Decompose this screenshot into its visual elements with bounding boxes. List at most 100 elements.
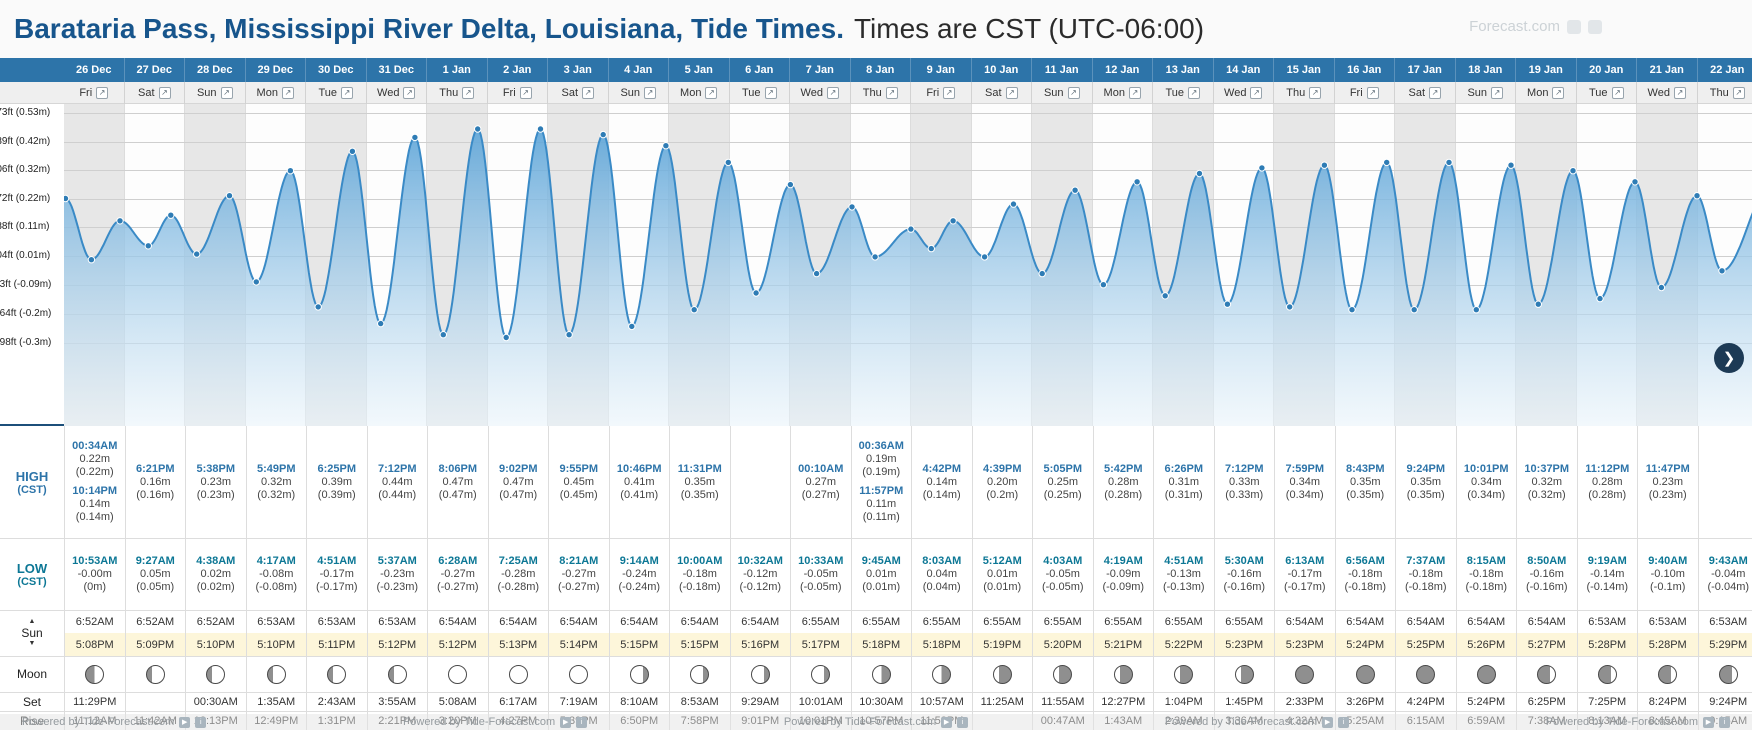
date-header-9[interactable]: 4 Jan <box>609 58 669 82</box>
footer-powered-by-link[interactable]: Powered by Tide-Forecast.com ▶ i <box>402 716 588 728</box>
date-header-21[interactable]: 16 Jan <box>1335 58 1395 82</box>
date-header-24[interactable]: 19 Jan <box>1516 58 1577 82</box>
footer-powered-by-text[interactable]: Powered by Tide-Forecast.com <box>1164 716 1318 728</box>
date-header-3[interactable]: 29 Dec <box>246 58 306 82</box>
date-header-14[interactable]: 9 Jan <box>911 58 972 82</box>
expand-day-icon[interactable]: ↗ <box>462 87 475 99</box>
expand-day-icon[interactable]: ↗ <box>341 87 354 99</box>
date-header-5[interactable]: 31 Dec <box>367 58 427 82</box>
footer-powered-by-link[interactable]: Powered by Tide-Forecast.com ▶ i <box>1164 716 1350 728</box>
day-header-5[interactable]: Wed ↗ <box>367 82 427 104</box>
footer-powered-by-link[interactable]: Powered by Tide-Forecast.com ▶ i <box>22 716 207 728</box>
day-header-16[interactable]: Sun ↗ <box>1032 82 1093 104</box>
video-icon[interactable]: ▶ <box>1322 716 1334 728</box>
date-header-15[interactable]: 10 Jan <box>972 58 1032 82</box>
day-header-19[interactable]: Wed ↗ <box>1214 82 1274 104</box>
date-header-12[interactable]: 7 Jan <box>790 58 851 82</box>
expand-day-icon[interactable]: ↗ <box>1366 87 1379 99</box>
day-header-7[interactable]: Fri ↗ <box>488 82 548 104</box>
day-header-14[interactable]: Fri ↗ <box>911 82 972 104</box>
expand-day-icon[interactable]: ↗ <box>644 87 657 99</box>
day-header-27[interactable]: Thu ↗ <box>1698 82 1752 104</box>
info-icon[interactable]: i <box>1338 716 1350 728</box>
expand-day-icon[interactable]: ↗ <box>885 87 898 99</box>
expand-day-icon[interactable]: ↗ <box>826 87 839 99</box>
date-header-1[interactable]: 27 Dec <box>125 58 185 82</box>
day-header-25[interactable]: Tue ↗ <box>1577 82 1637 104</box>
expand-day-icon[interactable]: ↗ <box>403 87 416 99</box>
footer-powered-by-text[interactable]: Powered by Tide-Forecast.com <box>402 716 556 728</box>
expand-day-icon[interactable]: ↗ <box>943 87 956 99</box>
footer-powered-by-link[interactable]: Powered by Tide-Forecast.com ▶ i <box>1546 716 1730 728</box>
next-days-button[interactable]: ❯ <box>1714 343 1744 373</box>
date-header-8[interactable]: 3 Jan <box>548 58 609 82</box>
date-header-10[interactable]: 5 Jan <box>669 58 730 82</box>
date-header-4[interactable]: 30 Dec <box>306 58 367 82</box>
date-header-16[interactable]: 11 Jan <box>1032 58 1093 82</box>
expand-day-icon[interactable]: ↗ <box>1673 87 1686 99</box>
expand-day-icon[interactable]: ↗ <box>764 87 777 99</box>
footer-powered-by-text[interactable]: Powered by Tide-Forecast.com <box>783 716 937 728</box>
expand-day-icon[interactable]: ↗ <box>582 87 594 99</box>
expand-day-icon[interactable]: ↗ <box>220 87 233 99</box>
info-icon[interactable]: i <box>957 716 969 728</box>
expand-day-icon[interactable]: ↗ <box>1552 87 1565 99</box>
day-header-6[interactable]: Thu ↗ <box>427 82 488 104</box>
info-icon[interactable]: i <box>195 716 207 728</box>
expand-day-icon[interactable]: ↗ <box>96 87 109 99</box>
day-header-4[interactable]: Tue ↗ <box>306 82 367 104</box>
day-header-9[interactable]: Sun ↗ <box>609 82 669 104</box>
date-header-25[interactable]: 20 Jan <box>1577 58 1637 82</box>
day-header-15[interactable]: Sat ↗ <box>972 82 1032 104</box>
expand-day-icon[interactable]: ↗ <box>1429 87 1441 99</box>
expand-day-icon[interactable]: ↗ <box>1309 87 1322 99</box>
date-header-0[interactable]: 26 Dec <box>64 58 125 82</box>
expand-day-icon[interactable]: ↗ <box>1732 87 1745 99</box>
day-header-20[interactable]: Thu ↗ <box>1274 82 1335 104</box>
date-header-23[interactable]: 18 Jan <box>1456 58 1516 82</box>
day-header-11[interactable]: Tue ↗ <box>730 82 790 104</box>
video-icon[interactable]: ▶ <box>1702 716 1714 728</box>
info-icon[interactable]: i <box>1718 716 1730 728</box>
expand-day-icon[interactable]: ↗ <box>1491 87 1504 99</box>
day-header-18[interactable]: Tue ↗ <box>1153 82 1214 104</box>
expand-day-icon[interactable]: ↗ <box>1128 87 1141 99</box>
video-icon[interactable]: ▶ <box>179 716 191 728</box>
footer-powered-by-link[interactable]: Powered by Tide-Forecast.com ▶ i <box>783 716 969 728</box>
date-header-19[interactable]: 14 Jan <box>1214 58 1274 82</box>
info-icon[interactable]: i <box>576 716 588 728</box>
date-header-22[interactable]: 17 Jan <box>1395 58 1456 82</box>
video-icon[interactable]: ▶ <box>941 716 953 728</box>
date-header-7[interactable]: 2 Jan <box>488 58 548 82</box>
footer-powered-by-text[interactable]: Powered by Tide-Forecast.com <box>1545 716 1698 728</box>
date-header-26[interactable]: 21 Jan <box>1637 58 1698 82</box>
day-header-3[interactable]: Mon ↗ <box>246 82 306 104</box>
expand-day-icon[interactable]: ↗ <box>705 87 718 99</box>
expand-day-icon[interactable]: ↗ <box>158 87 171 99</box>
expand-day-icon[interactable]: ↗ <box>519 87 532 99</box>
expand-day-icon[interactable]: ↗ <box>1250 87 1263 99</box>
date-header-13[interactable]: 8 Jan <box>851 58 911 82</box>
day-header-0[interactable]: Fri ↗ <box>64 82 125 104</box>
date-header-2[interactable]: 28 Dec <box>185 58 246 82</box>
day-header-17[interactable]: Mon ↗ <box>1093 82 1153 104</box>
date-header-17[interactable]: 12 Jan <box>1093 58 1153 82</box>
day-header-23[interactable]: Sun ↗ <box>1456 82 1516 104</box>
day-header-13[interactable]: Thu ↗ <box>851 82 911 104</box>
day-header-1[interactable]: Sat ↗ <box>125 82 185 104</box>
day-header-26[interactable]: Wed ↗ <box>1637 82 1698 104</box>
expand-day-icon[interactable]: ↗ <box>1188 87 1201 99</box>
day-header-8[interactable]: Sat ↗ <box>548 82 609 104</box>
date-header-20[interactable]: 15 Jan <box>1274 58 1335 82</box>
day-header-22[interactable]: Sat ↗ <box>1395 82 1456 104</box>
day-header-2[interactable]: Sun ↗ <box>185 82 246 104</box>
expand-day-icon[interactable]: ↗ <box>1067 87 1080 99</box>
date-header-27[interactable]: 22 Jan <box>1698 58 1752 82</box>
expand-day-icon[interactable]: ↗ <box>1005 87 1018 99</box>
day-header-24[interactable]: Mon ↗ <box>1516 82 1577 104</box>
date-header-11[interactable]: 6 Jan <box>730 58 790 82</box>
day-header-21[interactable]: Fri ↗ <box>1335 82 1395 104</box>
expand-day-icon[interactable]: ↗ <box>1611 87 1624 99</box>
video-icon[interactable]: ▶ <box>560 716 572 728</box>
day-header-12[interactable]: Wed ↗ <box>790 82 851 104</box>
